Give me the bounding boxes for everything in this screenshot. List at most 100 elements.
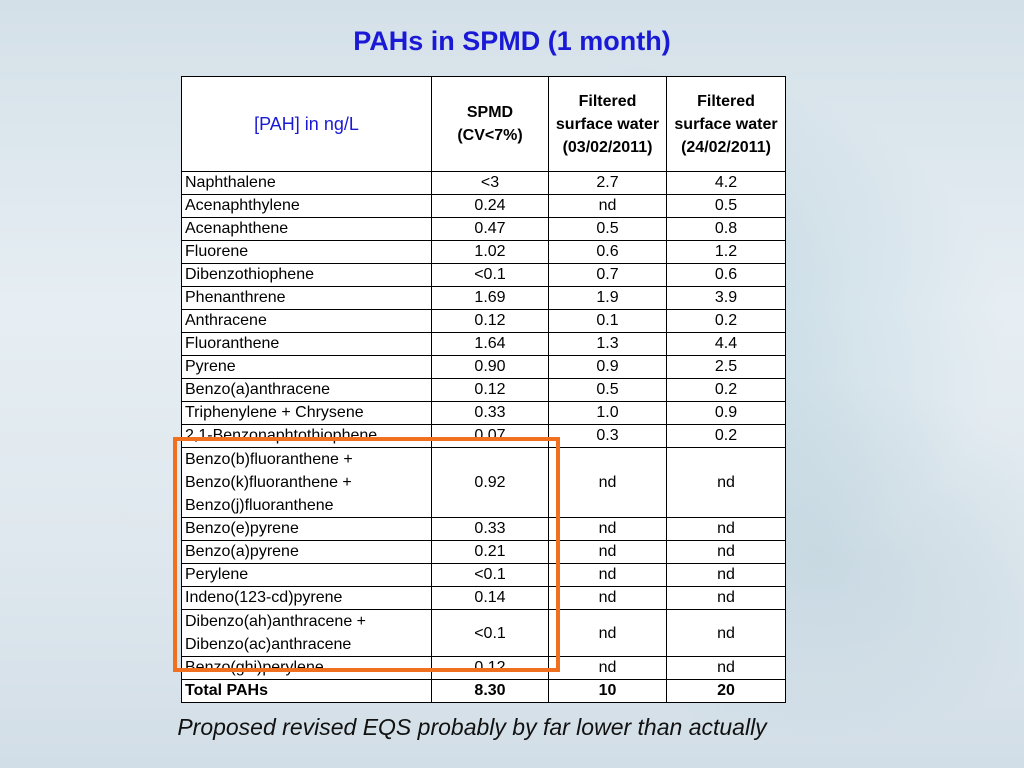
total-spmd: 8.30 — [431, 679, 549, 703]
table-header-row: [PAH] in ng/L SPMD (CV<7%) Filtered surf… — [181, 76, 786, 172]
water-0302-value: 0.6 — [548, 240, 667, 264]
compound-name: Fluoranthene — [181, 332, 432, 356]
water-0302-value: 0.5 — [548, 378, 667, 402]
water-0302-value: 0.7 — [548, 263, 667, 287]
table-row: Naphthalene <3 2.7 4.2 — [181, 171, 786, 195]
water-0302-value: 0.5 — [548, 217, 667, 241]
water-0302-value: nd — [548, 563, 667, 587]
water-0302-value: 0.1 — [548, 309, 667, 333]
compound-name: Benzo(e)pyrene — [181, 517, 432, 541]
water-2402-value: nd — [666, 540, 786, 564]
spmd-value: 0.92 — [431, 447, 549, 518]
compound-name: Phenanthrene — [181, 286, 432, 310]
water-0302-value: nd — [548, 586, 667, 610]
spmd-value: 0.33 — [431, 401, 549, 425]
spmd-value: 1.69 — [431, 286, 549, 310]
water-2402-value: 0.5 — [666, 194, 786, 218]
table-row: Perylene <0.1 nd nd — [181, 563, 786, 587]
compound-name: Pyrene — [181, 355, 432, 379]
water-0302-value: 1.3 — [548, 332, 667, 356]
compound-name: Naphthalene — [181, 171, 432, 195]
spmd-value: 0.21 — [431, 540, 549, 564]
water-2402-value: 3.9 — [666, 286, 786, 310]
spmd-value: <0.1 — [431, 563, 549, 587]
compound-name: Dibenzothiophene — [181, 263, 432, 287]
table-row: Fluorene 1.02 0.6 1.2 — [181, 240, 786, 264]
table-row: 2,1-Benzonaphtothiophene 0.07 0.3 0.2 — [181, 424, 786, 448]
water-0302-value: 0.9 — [548, 355, 667, 379]
table-row: Benzo(a)pyrene 0.21 nd nd — [181, 540, 786, 564]
table-row: Triphenylene + Chrysene 0.33 1.0 0.9 — [181, 401, 786, 425]
compound-name: Acenaphthene — [181, 217, 432, 241]
table-row: Benzo(e)pyrene 0.33 nd nd — [181, 517, 786, 541]
compound-name: Benzo(ghi)perylene — [181, 656, 432, 680]
water-0302-value: nd — [548, 194, 667, 218]
spmd-value: 0.12 — [431, 378, 549, 402]
spmd-value: <0.1 — [431, 609, 549, 657]
spmd-value: <0.1 — [431, 263, 549, 287]
spmd-value: 0.12 — [431, 309, 549, 333]
total-label: Total PAHs — [181, 679, 432, 703]
table-row: Dibenzo(ah)anthracene + Dibenzo(ac)anthr… — [181, 609, 786, 657]
table-row: Benzo(ghi)perylene 0.12 nd nd — [181, 656, 786, 680]
spmd-value: 1.64 — [431, 332, 549, 356]
spmd-value: 0.47 — [431, 217, 549, 241]
water-2402-value: 4.4 — [666, 332, 786, 356]
compound-name: Acenaphthylene — [181, 194, 432, 218]
header-pah-unit: [PAH] in ng/L — [181, 76, 432, 172]
water-0302-value: nd — [548, 540, 667, 564]
water-2402-value: 2.5 — [666, 355, 786, 379]
slide-title: PAHs in SPMD (1 month) — [353, 26, 671, 56]
table-row: Phenanthrene 1.69 1.9 3.9 — [181, 286, 786, 310]
header-water-2402: Filtered surface water (24/02/2011) — [666, 76, 786, 172]
header-water-0302: Filtered surface water (03/02/2011) — [548, 76, 667, 172]
compound-name: Anthracene — [181, 309, 432, 333]
footnote: Proposed revised EQS probably by far low… — [177, 714, 767, 740]
header-spmd: SPMD (CV<7%) — [431, 76, 549, 172]
compound-name: Perylene — [181, 563, 432, 587]
water-2402-value: 0.2 — [666, 378, 786, 402]
compound-name: Fluorene — [181, 240, 432, 264]
compound-name: 2,1-Benzonaphtothiophene — [181, 424, 432, 448]
water-0302-value: 1.0 — [548, 401, 667, 425]
compound-name: Benzo(a)anthracene — [181, 378, 432, 402]
table-row: Indeno(123-cd)pyrene 0.14 nd nd — [181, 586, 786, 610]
spmd-value: 1.02 — [431, 240, 549, 264]
water-2402-value: 1.2 — [666, 240, 786, 264]
compound-name: Dibenzo(ah)anthracene + Dibenzo(ac)anthr… — [181, 609, 432, 657]
table-row: Acenaphthylene 0.24 nd 0.5 — [181, 194, 786, 218]
water-0302-value: nd — [548, 447, 667, 518]
water-0302-value: nd — [548, 517, 667, 541]
water-2402-value: nd — [666, 517, 786, 541]
water-2402-value: 0.8 — [666, 217, 786, 241]
water-0302-value: 0.3 — [548, 424, 667, 448]
table-row: Acenaphthene 0.47 0.5 0.8 — [181, 217, 786, 241]
water-0302-value: nd — [548, 656, 667, 680]
table-row: Benzo(a)anthracene 0.12 0.5 0.2 — [181, 378, 786, 402]
compound-name: Benzo(b)fluoranthene + Benzo(k)fluoranth… — [181, 447, 432, 518]
total-row: Total PAHs 8.30 10 20 — [181, 679, 786, 703]
total-water-2402: 20 — [666, 679, 786, 703]
water-2402-value: 0.2 — [666, 309, 786, 333]
water-2402-value: nd — [666, 447, 786, 518]
compound-name: Triphenylene + Chrysene — [181, 401, 432, 425]
spmd-value: 0.33 — [431, 517, 549, 541]
water-2402-value: nd — [666, 656, 786, 680]
table-row: Benzo(b)fluoranthene + Benzo(k)fluoranth… — [181, 447, 786, 518]
compound-name: Indeno(123-cd)pyrene — [181, 586, 432, 610]
water-2402-value: nd — [666, 563, 786, 587]
pah-table: [PAH] in ng/L SPMD (CV<7%) Filtered surf… — [181, 76, 786, 703]
spmd-value: 0.90 — [431, 355, 549, 379]
total-water-0302: 10 — [548, 679, 667, 703]
table-row: Pyrene 0.90 0.9 2.5 — [181, 355, 786, 379]
water-2402-value: 0.9 — [666, 401, 786, 425]
spmd-value: 0.12 — [431, 656, 549, 680]
water-0302-value: 1.9 — [548, 286, 667, 310]
table-row: Fluoranthene 1.64 1.3 4.4 — [181, 332, 786, 356]
spmd-value: <3 — [431, 171, 549, 195]
water-2402-value: 4.2 — [666, 171, 786, 195]
water-2402-value: 0.6 — [666, 263, 786, 287]
water-2402-value: nd — [666, 609, 786, 657]
water-0302-value: nd — [548, 609, 667, 657]
water-0302-value: 2.7 — [548, 171, 667, 195]
